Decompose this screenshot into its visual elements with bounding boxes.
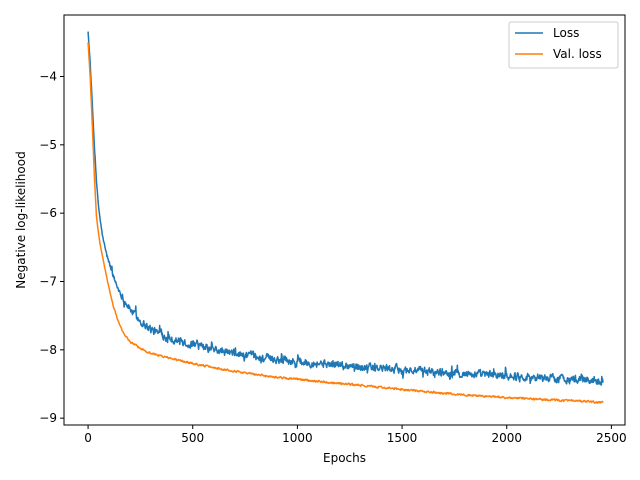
legend-label: Val. loss [553,47,602,61]
x-tick-label: 2000 [491,431,522,445]
legend: Loss Val. loss [508,21,619,69]
series-line-loss [87,31,604,386]
x-axis-label: Epochs [323,451,366,465]
y-axis-label: Negative log-likelihood [14,151,28,288]
x-tick-label: 0 [84,431,92,445]
x-tick-label: 2500 [596,431,627,445]
y-tick-label: −4 [39,70,57,84]
x-axis: 0 500 1000 1500 2000 2500 [84,425,627,445]
y-tick-label: −5 [39,138,57,152]
y-tick-label: −6 [39,206,57,220]
series-line-val-loss [87,42,604,404]
y-tick-label: −9 [39,411,57,425]
y-tick-label: −8 [39,343,57,357]
y-axis: −9 −8 −7 −6 −5 −4 [39,70,64,425]
series-layer [87,31,604,404]
legend-label: Loss [553,26,579,40]
x-tick-label: 1500 [387,431,418,445]
y-tick-label: −7 [39,275,57,289]
x-tick-label: 500 [181,431,204,445]
x-tick-label: 1000 [282,431,313,445]
plot-frame [63,14,626,426]
